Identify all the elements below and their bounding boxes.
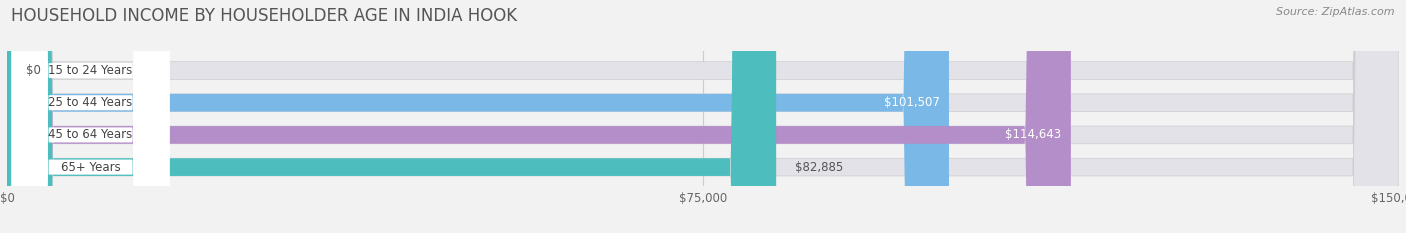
FancyBboxPatch shape: [11, 0, 170, 233]
FancyBboxPatch shape: [7, 0, 1399, 233]
Text: 65+ Years: 65+ Years: [60, 161, 121, 174]
Text: $0: $0: [25, 64, 41, 77]
FancyBboxPatch shape: [11, 0, 170, 233]
FancyBboxPatch shape: [11, 0, 170, 233]
Text: 45 to 64 Years: 45 to 64 Years: [48, 128, 132, 141]
Text: $114,643: $114,643: [1005, 128, 1062, 141]
FancyBboxPatch shape: [7, 0, 949, 233]
FancyBboxPatch shape: [7, 0, 1399, 233]
Text: 15 to 24 Years: 15 to 24 Years: [48, 64, 132, 77]
FancyBboxPatch shape: [7, 0, 776, 233]
Text: 25 to 44 Years: 25 to 44 Years: [48, 96, 132, 109]
FancyBboxPatch shape: [7, 0, 1399, 233]
FancyBboxPatch shape: [7, 0, 1399, 233]
Text: Source: ZipAtlas.com: Source: ZipAtlas.com: [1277, 7, 1395, 17]
Text: $101,507: $101,507: [884, 96, 939, 109]
FancyBboxPatch shape: [11, 0, 170, 233]
FancyBboxPatch shape: [7, 0, 1071, 233]
Text: $82,885: $82,885: [794, 161, 844, 174]
Text: HOUSEHOLD INCOME BY HOUSEHOLDER AGE IN INDIA HOOK: HOUSEHOLD INCOME BY HOUSEHOLDER AGE IN I…: [11, 7, 517, 25]
